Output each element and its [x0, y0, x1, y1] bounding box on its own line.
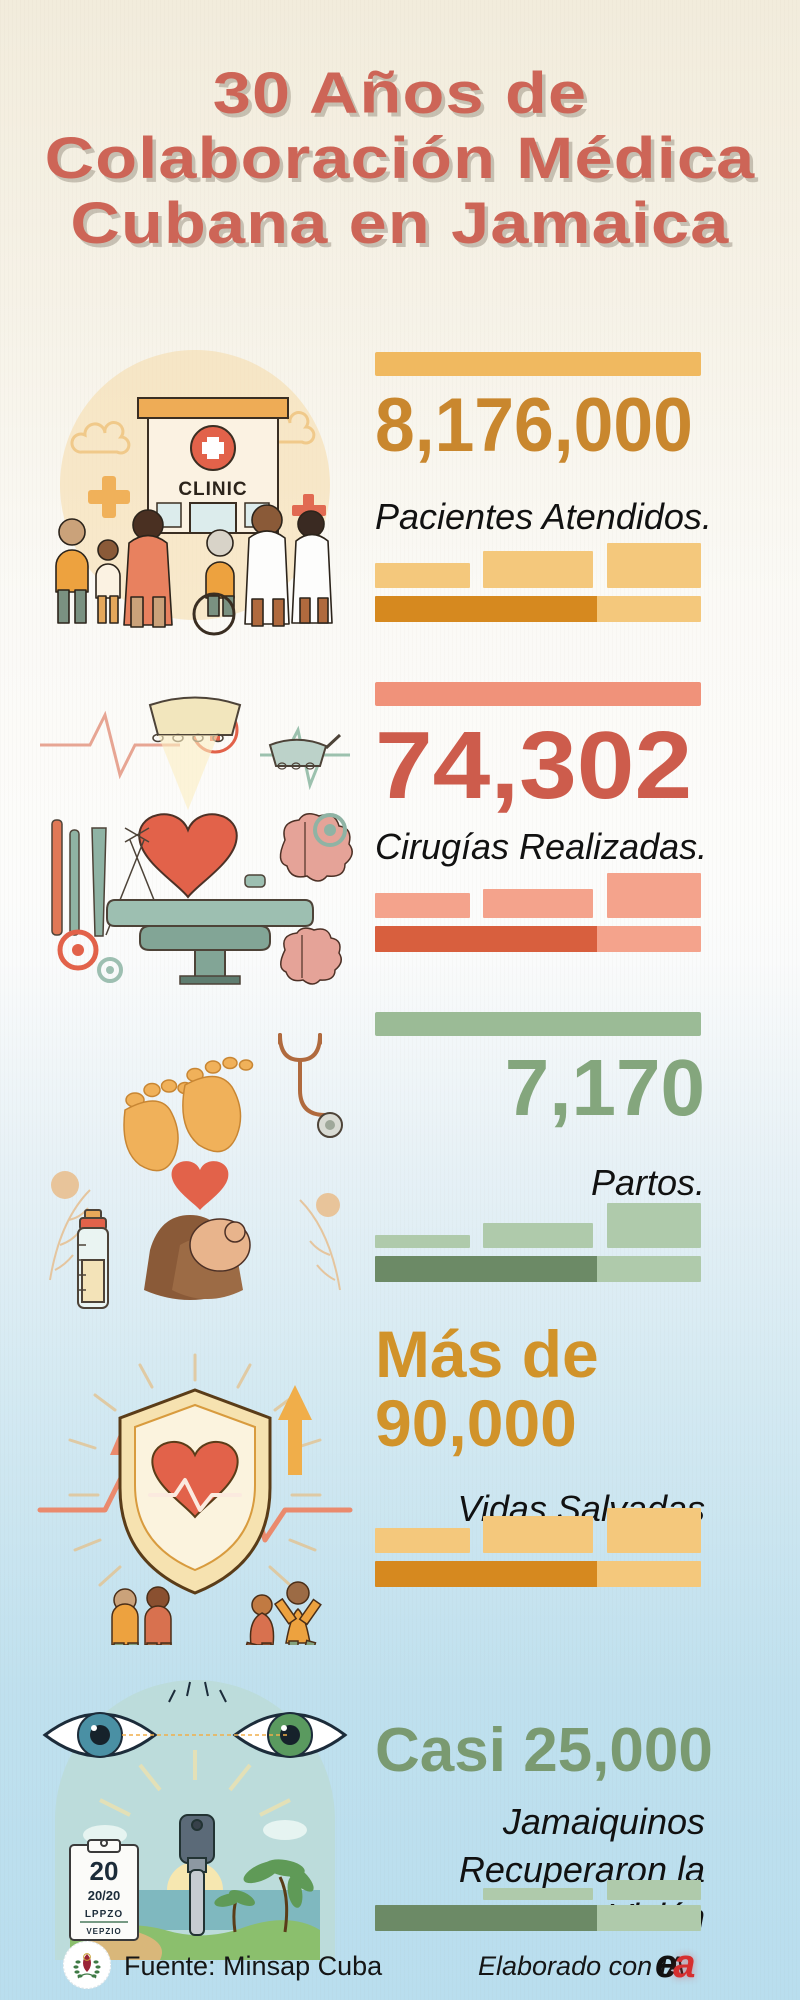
svg-text:CLINIC: CLINIC — [178, 479, 247, 500]
svg-text:20: 20 — [90, 1856, 119, 1886]
svg-text:VEPZIO: VEPZIO — [86, 1927, 121, 1936]
svg-text:LPPZO: LPPZO — [85, 1909, 123, 1920]
svg-text:20/20: 20/20 — [88, 1888, 121, 1903]
